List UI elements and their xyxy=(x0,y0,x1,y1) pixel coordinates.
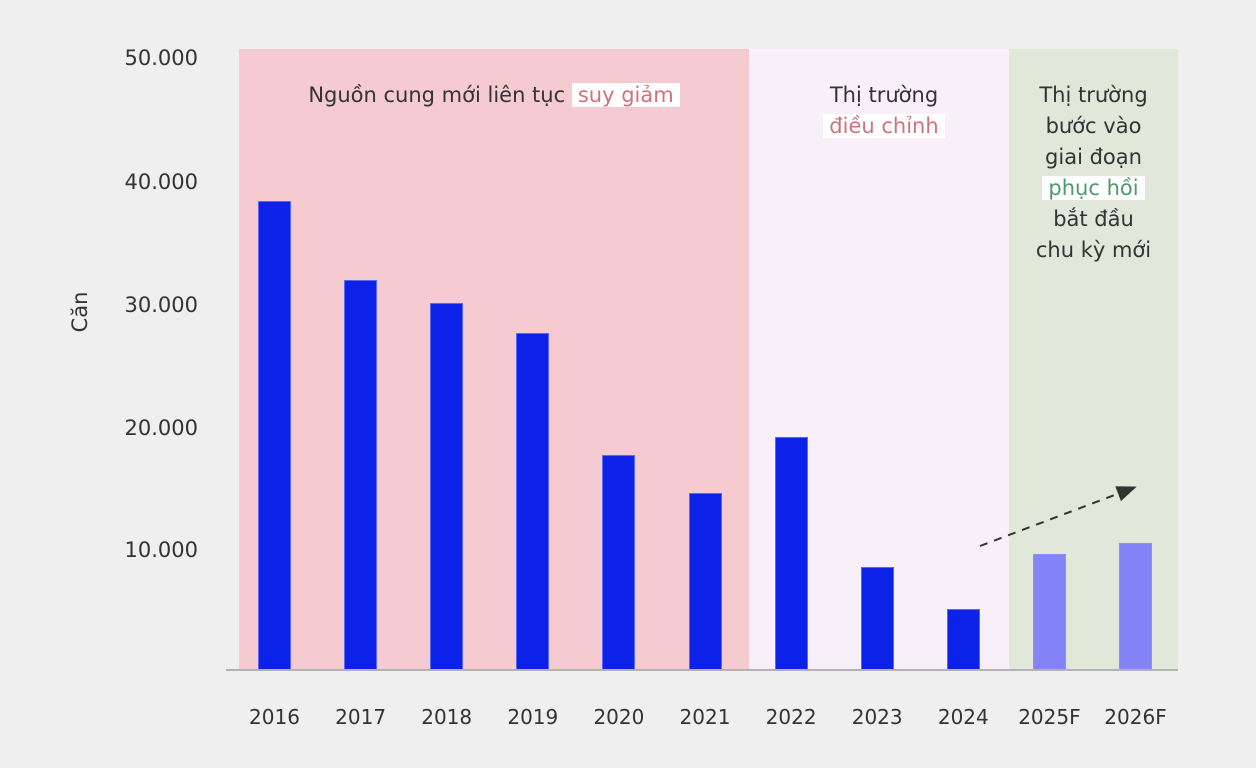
bar-2020 xyxy=(602,454,636,670)
annotation-text: Thị trường xyxy=(1039,83,1148,107)
y-tick: 20.000 xyxy=(124,416,198,440)
x-tick: 2023 xyxy=(851,705,903,729)
annotation-highlight: điều chỉnh xyxy=(823,114,945,138)
x-tick: 2019 xyxy=(507,705,559,729)
annotation-decline: Nguồn cung mới liên tục suy giảm xyxy=(239,80,749,111)
bar-2025F xyxy=(1032,553,1066,670)
annotation-text: bước vào xyxy=(1045,114,1142,138)
x-tick: 2018 xyxy=(421,705,473,729)
x-tick: 2025F xyxy=(1018,705,1081,729)
bar-2026F xyxy=(1119,542,1152,670)
x-tick: 2022 xyxy=(765,705,817,729)
annotation-recovery: Thị trường bước vào giai đoạn phục hồi b… xyxy=(1009,80,1178,266)
y-tick: 40.000 xyxy=(124,170,198,194)
y-tick: 50.000 xyxy=(124,46,198,70)
annotation-adjustment: Thị trường điều chỉnh xyxy=(749,80,1019,142)
x-tick: 2026F xyxy=(1104,705,1167,729)
x-tick: 2017 xyxy=(335,705,387,729)
annotation-text: bắt đầu xyxy=(1053,207,1134,231)
y-tick: 30.000 xyxy=(124,293,198,317)
annotation-text: giai đoạn xyxy=(1045,145,1142,169)
region-decline xyxy=(239,49,749,670)
bar-2019 xyxy=(516,333,550,670)
bar-2017 xyxy=(344,279,378,670)
bar-2018 xyxy=(430,302,464,670)
bar-2021 xyxy=(688,492,722,670)
bar-2022 xyxy=(774,437,808,670)
x-tick: 2020 xyxy=(593,705,645,729)
x-tick: 2021 xyxy=(679,705,731,729)
x-tick: 2016 xyxy=(249,705,300,729)
annotation-text: Thị trường xyxy=(829,83,939,107)
annotation-highlight: suy giảm xyxy=(571,83,680,107)
annotation-text: chu kỳ mới xyxy=(1035,238,1152,262)
bar-2023 xyxy=(860,567,894,670)
x-axis-line xyxy=(226,669,1178,671)
bar-2016 xyxy=(258,201,291,670)
annotation-text: Nguồn cung mới liên tục xyxy=(308,83,566,107)
bar-2024 xyxy=(946,608,980,670)
x-tick: 2024 xyxy=(937,705,989,729)
y-tick: 10.000 xyxy=(124,538,198,562)
annotation-highlight: phục hồi xyxy=(1042,176,1145,200)
